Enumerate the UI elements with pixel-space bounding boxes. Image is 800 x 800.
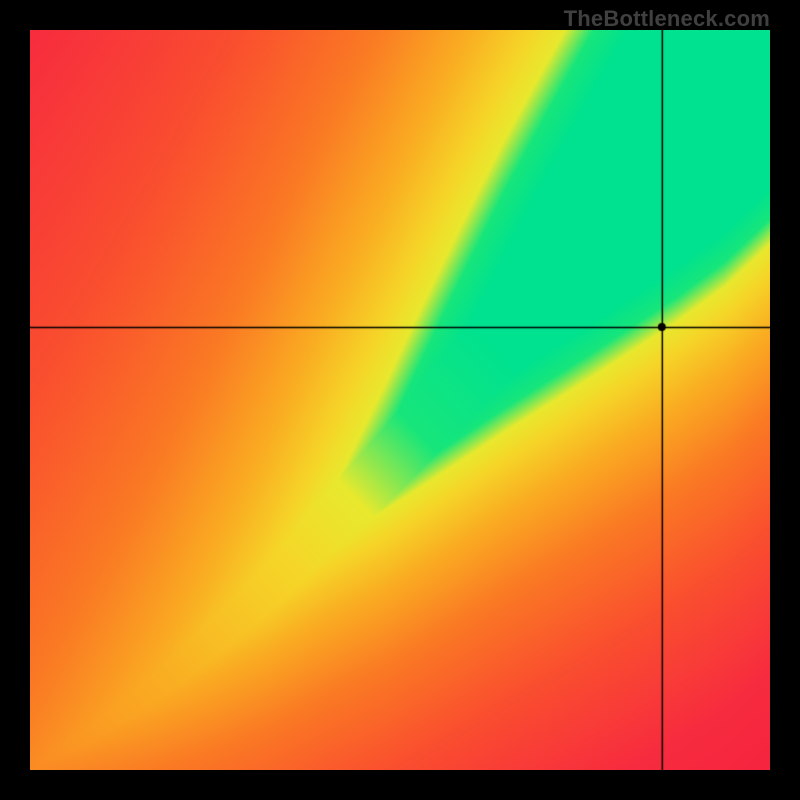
watermark-text: TheBottleneck.com xyxy=(564,6,770,32)
chart-container: TheBottleneck.com xyxy=(0,0,800,800)
bottleneck-heatmap xyxy=(30,30,770,770)
